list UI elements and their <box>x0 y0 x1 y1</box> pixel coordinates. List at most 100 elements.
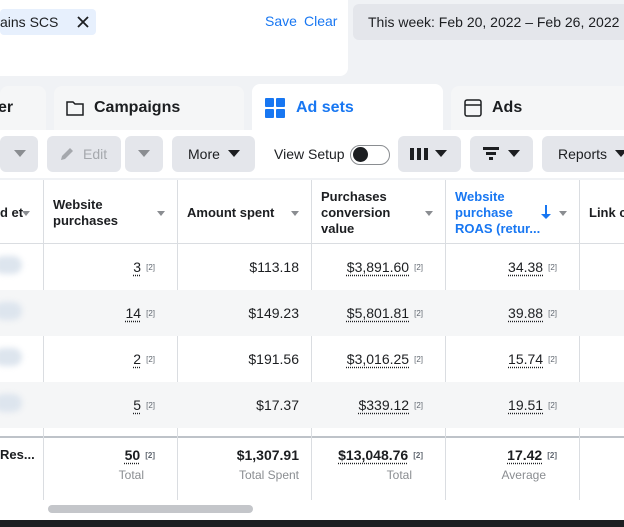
total-cell: $13,048.76 [2] <box>311 445 423 465</box>
caret <box>227 150 240 157</box>
blurred-name <box>0 256 22 274</box>
sort-arrow <box>545 205 547 215</box>
reports-label: Reports <box>558 146 608 162</box>
sort-caret <box>425 211 433 220</box>
more-label: More <box>188 146 220 162</box>
dropdown-button[interactable] <box>125 136 163 172</box>
cell: $3,891.60 [2] <box>311 257 423 277</box>
caret <box>138 150 150 157</box>
filter-chip[interactable]: ains SCS <box>0 9 96 35</box>
cell: $5,801.81 [2] <box>311 303 423 323</box>
scrollbar[interactable] <box>48 505 253 513</box>
column-header[interactable]: Website purchase ROAS (retur... <box>455 189 541 236</box>
column-header[interactable]: Link c <box>589 205 624 220</box>
attribution-marker: [2] <box>547 451 557 460</box>
attribution-marker: [2] <box>414 401 423 410</box>
total-cell: 17.42 [2] <box>445 445 557 465</box>
cell-value[interactable]: 39.88 <box>508 305 544 321</box>
column-divider <box>445 180 446 500</box>
total-label: Total <box>386 468 412 482</box>
cell-value[interactable]: 5 <box>133 397 142 413</box>
cell: 34.38 [2] <box>445 257 557 277</box>
tab-label: er <box>0 99 14 116</box>
attribution-marker: [2] <box>548 263 557 272</box>
toggle[interactable] <box>350 145 390 165</box>
sort-caret <box>291 211 299 220</box>
cell-value[interactable]: $5,801.81 <box>346 305 410 321</box>
cell: $17.37 <box>177 395 299 415</box>
more-button[interactable]: More <box>172 136 255 172</box>
cell: 14 [2] <box>43 303 155 323</box>
cell-value[interactable]: 19.51 <box>508 397 544 413</box>
dropdown-button[interactable] <box>0 136 38 172</box>
breakdown-icon <box>483 147 499 160</box>
search-panel: ains SCS Save Clear <box>0 0 348 76</box>
cell: 19.51 [2] <box>445 395 557 415</box>
close-icon[interactable] <box>76 15 90 29</box>
column-header[interactable]: d et <box>0 205 24 220</box>
column-divider <box>177 180 178 500</box>
row-stripe <box>0 382 624 428</box>
cell-value[interactable]: 2 <box>133 351 142 367</box>
date-picker[interactable]: This week: Feb 20, 2022 – Feb 26, 2022 <box>353 4 624 40</box>
tab[interactable]: Ads <box>451 86 624 130</box>
header-caret <box>22 211 30 220</box>
cell: 5 [2] <box>43 395 155 415</box>
cell: 2 [2] <box>43 349 155 369</box>
breakdown-button[interactable] <box>470 136 533 172</box>
cell: 3 [2] <box>43 257 155 277</box>
edit-label: Edit <box>83 146 108 162</box>
columns-icon <box>410 148 428 160</box>
attribution-marker: [2] <box>414 355 423 364</box>
tab-label: Campaigns <box>94 99 181 116</box>
sort-caret <box>559 211 567 220</box>
cell: $339.12 [2] <box>311 395 423 415</box>
cell-value[interactable]: $339.12 <box>358 397 410 413</box>
attribution-marker: [2] <box>146 263 155 272</box>
total-cell: 50 [2] <box>43 445 155 465</box>
cell: $3,016.25 [2] <box>311 349 423 369</box>
clear-link[interactable]: Clear <box>304 13 338 29</box>
total-name: Res... <box>0 447 35 462</box>
cell-value[interactable]: 14 <box>125 305 142 321</box>
pencil-icon <box>61 148 73 160</box>
cell-value[interactable]: $3,891.60 <box>346 259 410 275</box>
cell-value[interactable]: $3,016.25 <box>346 351 410 367</box>
cell-value: $191.56 <box>248 351 299 367</box>
cell: 39.88 [2] <box>445 303 557 323</box>
blurred-name <box>0 348 22 366</box>
tab[interactable]: er <box>0 86 46 130</box>
caret <box>14 150 26 157</box>
save-link[interactable]: Save <box>265 13 297 29</box>
total-value: $1,307.91 <box>236 447 299 463</box>
sort-arrow-head <box>541 214 551 224</box>
view-setup-label: View Setup <box>274 146 345 162</box>
attribution-marker: [2] <box>414 263 423 272</box>
attribution-marker: [2] <box>146 401 155 410</box>
tab[interactable]: Campaigns <box>54 86 244 130</box>
taskbar <box>0 520 624 527</box>
blurred-name <box>0 302 22 320</box>
cell-value[interactable]: 34.38 <box>508 259 544 275</box>
attribution-marker: [2] <box>146 355 155 364</box>
cell-value[interactable]: 3 <box>133 259 142 275</box>
cell-value[interactable]: 15.74 <box>508 351 544 367</box>
caret <box>615 150 624 157</box>
column-divider <box>311 180 312 500</box>
tab-active[interactable]: Ad sets <box>252 84 443 132</box>
attribution-marker: [2] <box>413 451 423 460</box>
columns-button[interactable] <box>398 136 461 172</box>
column-header[interactable]: Website purchases <box>53 197 119 228</box>
edit-button[interactable]: Edit <box>47 136 121 172</box>
cell-value: $113.18 <box>249 259 299 275</box>
cell-value: $149.23 <box>248 305 299 321</box>
ad-icon <box>464 99 482 117</box>
total-label: Total <box>118 468 144 482</box>
reports-button[interactable]: Reports <box>542 136 624 172</box>
column-header[interactable]: Purchases conversion value <box>321 189 391 236</box>
column-header[interactable]: Amount spent <box>187 205 275 220</box>
total-value: $13,048.76 <box>338 447 409 463</box>
toggle-knob <box>353 147 368 162</box>
total-value: 17.42 <box>507 447 543 463</box>
